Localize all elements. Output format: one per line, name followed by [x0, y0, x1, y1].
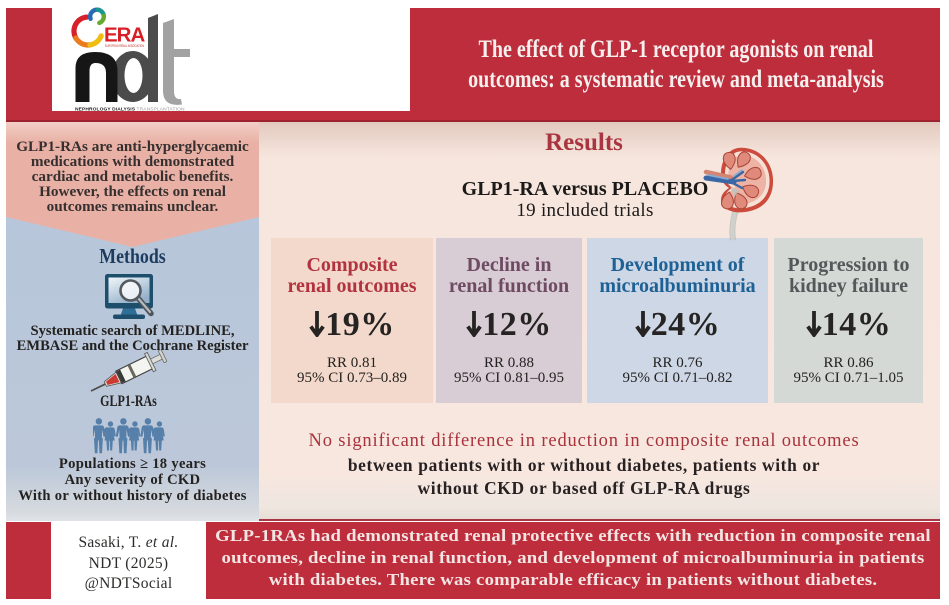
svg-text:NEPHROLOGY DIALYSIS TRANSPLANT: NEPHROLOGY DIALYSIS TRANSPLANTATION: [75, 107, 185, 113]
svg-text:EUROPEAN RENAL ASSOCIATION: EUROPEAN RENAL ASSOCIATION: [105, 44, 144, 48]
svg-text:ERA: ERA: [104, 24, 145, 47]
